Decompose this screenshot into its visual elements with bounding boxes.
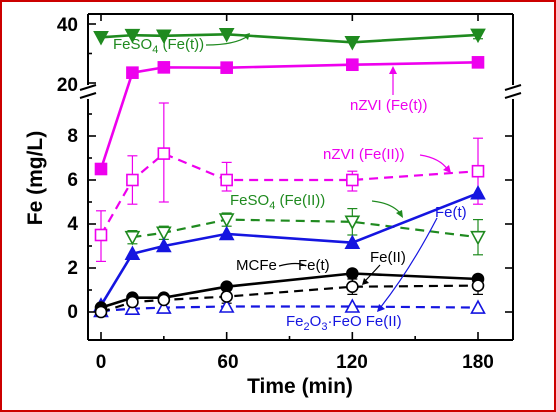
series-line-feso4-fe-t xyxy=(100,33,479,44)
point-fe2o3-feo-fe-ii-120 xyxy=(344,298,361,313)
nzvi-fe2-label: nZVI (Fe(II)) xyxy=(323,146,405,163)
nzvi-ft-label: nZVI (Fe(t)) xyxy=(350,97,428,114)
point-feso4-fe-t-60 xyxy=(218,28,235,43)
point-mcfe-fe-ii-120 xyxy=(346,280,359,294)
point-fe2o3-feo-fe-t-120 xyxy=(344,234,361,249)
nzvi-fe2-leader xyxy=(419,154,449,171)
feso4-fe2-leader xyxy=(371,200,402,215)
point-mcfe-fe-ii-15 xyxy=(126,295,139,309)
feso4-fe2-arrowhead xyxy=(396,210,403,218)
point-mcfe-fe-ii-60 xyxy=(220,290,233,303)
series-nzvi-fe-ii xyxy=(94,147,485,242)
feso4-ft-label: FeSO4 (Fe(t)) xyxy=(113,36,204,56)
ticks xyxy=(88,14,513,340)
point-fe2o3-feo-fe-ii-180 xyxy=(470,299,486,314)
y-axis-title: Fe (mg/L) xyxy=(24,131,47,226)
x-tick-label-60: 60 xyxy=(217,352,238,373)
point-feso4-fe-t-120 xyxy=(344,35,361,51)
point-nzvi-fe-ii-180 xyxy=(471,164,485,178)
point-nzvi-fe-t-30 xyxy=(157,61,171,74)
y-tick-label-4: 4 xyxy=(67,214,78,235)
point-feso4-fe-t-15 xyxy=(124,28,141,44)
series-layer xyxy=(93,28,486,319)
y-tick-label-8: 8 xyxy=(67,126,78,147)
ox-ft-arrowhead xyxy=(377,304,385,312)
point-mcfe-fe-ii-180 xyxy=(471,279,485,292)
axis-break-right-1 xyxy=(504,84,522,91)
point-fe2o3-feo-fe-t-60 xyxy=(218,225,235,241)
axis-break-left-1 xyxy=(79,84,97,91)
feso4-ft-arrowhead xyxy=(243,33,250,40)
series-line-fe2o3-feo-fe-ii xyxy=(100,305,479,312)
axes xyxy=(79,13,522,341)
point-nzvi-fe-ii-15 xyxy=(126,173,139,187)
point-fe2o3-feo-fe-t-15 xyxy=(124,245,141,261)
axis-break-right-2 xyxy=(504,92,522,99)
x-tick-label-120: 120 xyxy=(336,352,368,373)
mcfe-ft-leader xyxy=(278,262,307,267)
mcfe-ft-label: Fe(t) xyxy=(298,257,330,274)
series-line-mcfe-fe-t xyxy=(100,272,479,309)
tick-labels: 0 60 120 180 0 2 4 6 8 20 40 xyxy=(57,15,494,373)
feso4-fe2-label: FeSO4 (Fe(II)) xyxy=(230,192,325,212)
point-nzvi-fe-ii-0 xyxy=(94,228,108,242)
series-mcfe-fe-ii xyxy=(94,279,485,319)
series-line-nzvi-fe-ii xyxy=(100,152,479,236)
point-nzvi-fe-ii-30 xyxy=(157,147,171,160)
point-feso4-fe-ii-120 xyxy=(344,215,361,230)
series-line-mcfe-fe-ii xyxy=(100,284,479,314)
point-feso4-fe-t-0 xyxy=(93,30,109,46)
ox-ft-leader xyxy=(379,217,438,309)
series-line-fe2o3-feo-fe-t xyxy=(99,191,479,307)
mcfe-label: MCFe xyxy=(236,257,277,274)
point-fe2o3-feo-fe-ii-30 xyxy=(155,299,172,314)
x-tick-label-0: 0 xyxy=(96,352,107,373)
point-nzvi-fe-t-120 xyxy=(346,58,359,72)
point-feso4-fe-ii-30 xyxy=(155,226,172,241)
series-nzvi-fe-t xyxy=(94,56,485,176)
y-tick-label-40: 40 xyxy=(57,15,78,36)
point-nzvi-fe-t-15 xyxy=(126,66,139,79)
x-axis-title: Time (min) xyxy=(247,375,353,398)
series-fe2o3-feo-fe-t xyxy=(93,185,486,312)
point-nzvi-fe-ii-120 xyxy=(346,173,359,187)
x-tick-label-180: 180 xyxy=(462,352,494,373)
point-fe2o3-feo-fe-t-30 xyxy=(155,237,172,253)
mcfe-fe2-arrowhead xyxy=(362,278,369,285)
point-feso4-fe-ii-180 xyxy=(470,230,486,246)
series-feso4-fe-t xyxy=(93,28,486,51)
y-tick-label-6: 6 xyxy=(67,170,78,191)
y-tick-label-20: 20 xyxy=(57,75,78,96)
ox-fe2-label: Fe2O3·FeO Fe(II) xyxy=(286,313,402,333)
series-line-feso4-fe-ii xyxy=(132,218,479,239)
nzvi-fe2-arrowhead xyxy=(443,165,451,173)
point-nzvi-fe-ii-60 xyxy=(220,173,233,187)
point-nzvi-fe-t-60 xyxy=(220,61,233,74)
point-nzvi-fe-t-180 xyxy=(471,56,485,69)
point-mcfe-fe-t-120 xyxy=(346,267,359,280)
y-tick-label-0: 0 xyxy=(67,302,78,323)
y-tick-label-2: 2 xyxy=(67,258,78,279)
point-feso4-fe-ii-15 xyxy=(124,230,141,246)
series-line-nzvi-fe-t xyxy=(99,61,479,170)
point-mcfe-fe-ii-0 xyxy=(94,305,108,319)
mcfe-fe2-label: Fe(II) xyxy=(370,249,406,266)
point-mcfe-fe-ii-30 xyxy=(157,293,171,307)
point-nzvi-fe-t-0 xyxy=(94,162,108,176)
point-fe2o3-feo-fe-t-180 xyxy=(470,185,486,200)
nzvi-ft-arrowhead xyxy=(389,66,397,74)
point-feso4-fe-ii-60 xyxy=(218,213,235,228)
point-fe2o3-feo-fe-ii-60 xyxy=(218,298,235,313)
point-feso4-fe-t-180 xyxy=(470,28,486,44)
ox-ft-label: Fe(t) xyxy=(435,204,467,221)
point-feso4-fe-t-30 xyxy=(155,29,172,44)
annotation-leaders xyxy=(205,33,451,312)
axis-break-left-2 xyxy=(79,92,97,99)
